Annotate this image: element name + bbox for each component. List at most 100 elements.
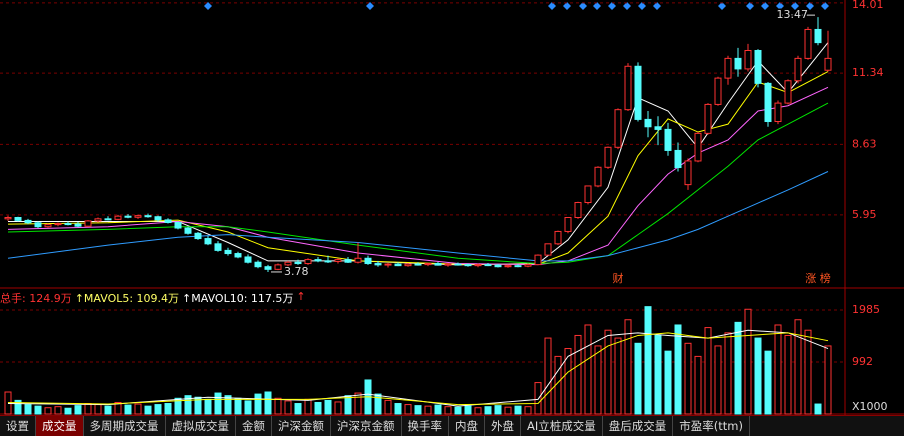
candle-body bbox=[14, 217, 22, 221]
candle-body bbox=[694, 132, 702, 162]
volume-bar bbox=[164, 403, 172, 415]
candle-body bbox=[224, 249, 232, 255]
volume-bar bbox=[434, 404, 442, 415]
candle-body bbox=[244, 256, 252, 263]
candle-body bbox=[654, 126, 662, 130]
candle-body bbox=[104, 218, 112, 221]
y-tick-label: 11.34 bbox=[852, 66, 884, 79]
chart: 5.95 8.63 11.34 14.01 13.47 3.78 财 涨 榜 992 1985 X1… bbox=[0, 0, 904, 415]
volume-bar bbox=[334, 401, 342, 415]
candle-body bbox=[714, 77, 722, 105]
volume-bar bbox=[414, 405, 422, 415]
indicator-tab[interactable]: 金额 bbox=[236, 416, 272, 436]
indicator-tab[interactable]: 盘后成交量 bbox=[603, 416, 674, 436]
candle-body bbox=[234, 253, 242, 258]
candle-body bbox=[514, 265, 522, 268]
indicator-tab[interactable]: 市盈率(ttm) bbox=[673, 416, 750, 436]
indicator-tab[interactable]: AI立桩成交量 bbox=[521, 416, 603, 436]
candle-body bbox=[604, 146, 612, 168]
indicator-tab[interactable]: 设置 bbox=[0, 416, 36, 436]
volume-bar bbox=[84, 403, 92, 415]
candle-body bbox=[524, 264, 532, 267]
candle-body bbox=[724, 57, 732, 79]
moving-average-line bbox=[8, 42, 829, 266]
max-price-label: 13.47 bbox=[777, 8, 809, 21]
volume-bar bbox=[824, 345, 832, 415]
volume-bar bbox=[794, 319, 802, 415]
candle-body bbox=[764, 82, 772, 123]
volume-bar bbox=[274, 397, 282, 415]
indicator-tab[interactable]: 沪深金额 bbox=[272, 416, 331, 436]
candle-body bbox=[584, 185, 592, 204]
volume-bar bbox=[294, 403, 302, 415]
candle-body bbox=[374, 263, 382, 266]
candle-body bbox=[564, 217, 572, 232]
moving-average-line bbox=[7, 71, 829, 265]
volume-bar bbox=[304, 398, 312, 415]
candle-body bbox=[74, 223, 82, 227]
volume-bar bbox=[124, 404, 132, 415]
volume-bar bbox=[814, 403, 822, 415]
candle-body bbox=[474, 264, 482, 267]
volume-bar bbox=[774, 324, 782, 415]
volume-bar bbox=[34, 405, 42, 415]
volume-bar bbox=[474, 407, 482, 415]
moving-average-line bbox=[7, 329, 829, 407]
volume-bar bbox=[724, 332, 732, 415]
indicator-tabs: 设置 成交量 多周期成交量 虚拟成交量 金额 沪深金额 沪深京金额 换手率 内盘 外盘 AI立桩成交… bbox=[0, 415, 904, 436]
indicator-tab[interactable]: 沪深京金额 bbox=[331, 416, 402, 436]
volume-bar bbox=[604, 329, 612, 415]
volume-bar bbox=[654, 334, 662, 415]
volume-bar bbox=[694, 355, 702, 415]
volume-bar bbox=[764, 350, 772, 415]
volume-bar bbox=[714, 345, 722, 415]
candle-body bbox=[754, 49, 762, 84]
candle-body bbox=[794, 57, 802, 82]
candle-body bbox=[24, 219, 32, 224]
candle-body bbox=[504, 265, 512, 268]
volume-bar bbox=[64, 407, 72, 415]
candle-body bbox=[284, 261, 292, 266]
candle-body bbox=[784, 80, 792, 104]
volume-bar bbox=[674, 324, 682, 415]
candle-body bbox=[254, 261, 262, 268]
candle-body bbox=[184, 227, 192, 234]
moving-average-line bbox=[7, 171, 829, 262]
volume-bar bbox=[494, 405, 502, 415]
indicator-tab[interactable]: 成交量 bbox=[36, 416, 84, 436]
moving-average-line bbox=[7, 102, 829, 265]
candle-body bbox=[344, 259, 352, 263]
candle-body bbox=[404, 263, 412, 267]
volume-bar bbox=[254, 393, 262, 415]
volume-bar bbox=[24, 404, 32, 415]
candle-body bbox=[354, 257, 362, 263]
volume-bar bbox=[464, 405, 472, 415]
candle-body bbox=[554, 230, 562, 245]
candle-body bbox=[134, 215, 142, 218]
candle-body bbox=[484, 264, 492, 267]
volume-bar bbox=[354, 392, 362, 415]
volume-bar bbox=[484, 406, 492, 415]
indicator-tab[interactable]: 多周期成交量 bbox=[84, 416, 166, 436]
volume-bar bbox=[624, 319, 632, 415]
indicator-tab[interactable]: 换手率 bbox=[402, 416, 449, 436]
volume-bar bbox=[534, 382, 542, 415]
candle-body bbox=[384, 263, 392, 266]
candle-body bbox=[494, 264, 502, 268]
moving-average-line bbox=[7, 332, 829, 406]
candle-body bbox=[684, 160, 692, 186]
volume-bar bbox=[284, 400, 292, 415]
volume-bar bbox=[644, 306, 652, 415]
indicator-tab[interactable]: 内盘 bbox=[449, 416, 485, 436]
volume-bar bbox=[374, 393, 382, 415]
y-tick-label: 992 bbox=[852, 355, 873, 368]
y-tick-label: 1985 bbox=[852, 303, 880, 316]
volume-bar bbox=[384, 399, 392, 415]
candle-body bbox=[574, 202, 582, 219]
indicator-tab[interactable]: 外盘 bbox=[485, 416, 521, 436]
volume-bar bbox=[234, 397, 242, 415]
indicator-tab[interactable]: 虚拟成交量 bbox=[166, 416, 236, 436]
volume-bar bbox=[744, 308, 752, 415]
candle-body bbox=[454, 263, 462, 266]
